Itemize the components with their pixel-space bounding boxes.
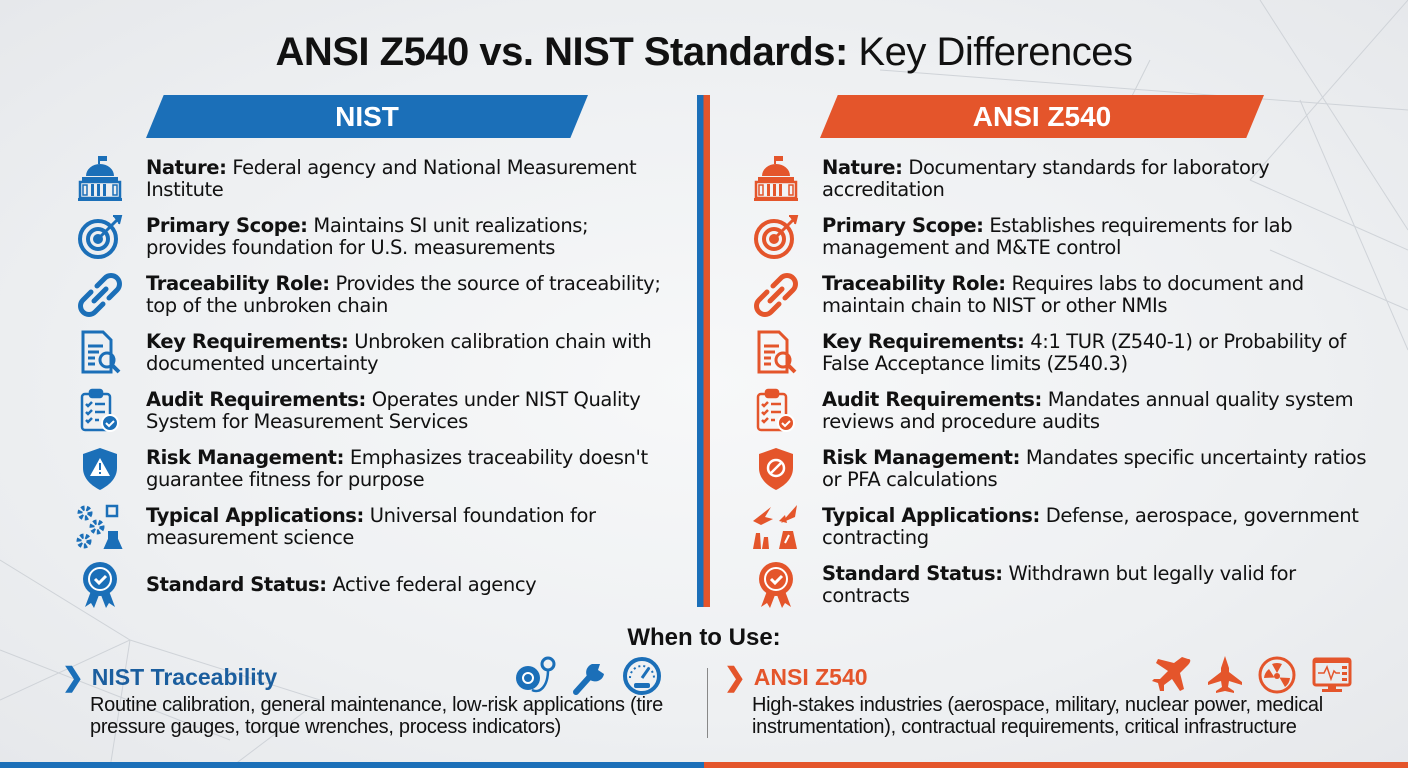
ansi-row-risk-management: Risk Management: Mandates specific uncer… <box>748 440 1388 498</box>
nist-use-heading-text: NIST Traceability <box>91 663 278 690</box>
nist-row-risk-management: Risk Management: Emphasizes traceability… <box>72 440 662 498</box>
ansi-use-heading: ❯ ANSI Z540 <box>724 660 1384 694</box>
airplane-icon <box>1152 657 1191 691</box>
checklist-clipboard-icon <box>748 387 804 435</box>
speedometer-gauge-icon <box>623 657 661 695</box>
when-to-use-title: When to Use: <box>627 624 781 651</box>
chain-link-icon <box>748 271 804 319</box>
row-text: Nature: Federal agency and National Meas… <box>146 156 637 201</box>
row-text: Risk Management: Mandates specific uncer… <box>822 446 1367 491</box>
nist-row-nature: Nature: Federal agency and National Meas… <box>72 150 662 208</box>
nist-banner-label: NIST <box>335 100 399 132</box>
title-bold: ANSI Z540 vs. NIST Standards: <box>275 30 848 74</box>
chain-link-icon <box>72 271 128 319</box>
row-text: Typical Applications: Defense, aerospace… <box>822 504 1359 549</box>
ansi-row-key-requirements: Key Requirements: 4:1 TUR (Z540-1) or Pr… <box>748 324 1388 382</box>
nist-use-heading: ❯ NIST Traceability <box>62 660 682 694</box>
gears-lab-icon <box>72 503 128 551</box>
nist-column: Nature: Federal agency and National Meas… <box>72 150 662 614</box>
nist-row-primary-scope: Primary Scope: Maintains SI unit realiza… <box>72 208 662 266</box>
chevron-right-icon: ❯ <box>724 661 746 692</box>
ansi-use-icons <box>1152 656 1352 694</box>
nist-row-audit-requirements: Audit Requirements: Operates under NIST … <box>72 382 662 440</box>
ansi-row-audit-requirements: Audit Requirements: Mandates annual qual… <box>748 382 1388 440</box>
use-separator <box>707 668 708 738</box>
nist-use-block: ❯ NIST Traceability Routine calibration,… <box>62 660 682 739</box>
ansi-use-description: High-stakes industries (aerospace, milit… <box>752 694 1323 738</box>
row-text: Primary Scope: Maintains SI unit realiza… <box>146 214 589 259</box>
document-search-icon <box>748 329 804 377</box>
row-text: Traceability Role: Provides the source o… <box>146 272 661 317</box>
row-text: Key Requirements: Unbroken calibration c… <box>146 330 652 375</box>
target-icon <box>72 213 128 261</box>
nist-banner: NIST <box>146 95 588 138</box>
document-search-icon <box>72 329 128 377</box>
nist-row-traceability-role: Traceability Role: Provides the source o… <box>72 266 662 324</box>
row-text: Risk Management: Emphasizes traceability… <box>146 446 648 491</box>
ansi-row-traceability-role: Traceability Role: Requires labs to docu… <box>748 266 1388 324</box>
fighter-jet-icon <box>1208 656 1242 693</box>
ansi-row-primary-scope: Primary Scope: Establishes requirements … <box>748 208 1388 266</box>
bottom-accent-bar <box>0 762 1408 768</box>
ansi-row-typical-applications: Typical Applications: Defense, aerospace… <box>748 498 1388 556</box>
ansi-banner-label: ANSI Z540 <box>972 100 1112 132</box>
nist-row-typical-applications: Typical Applications: Universal foundati… <box>72 498 662 556</box>
nist-row-standard-status: Standard Status: Active federal agency <box>72 556 662 614</box>
ansi-banner: ANSI Z540 <box>820 95 1264 138</box>
award-badge-icon <box>748 561 804 609</box>
ansi-row-nature: Nature: Documentary standards for labora… <box>748 150 1388 208</box>
award-badge-icon <box>72 561 128 609</box>
target-icon <box>748 213 804 261</box>
ansi-column: Nature: Documentary standards for labora… <box>748 150 1388 614</box>
nist-use-description: Routine calibration, general maintenance… <box>90 694 663 738</box>
nist-row-key-requirements: Key Requirements: Unbroken calibration c… <box>72 324 662 382</box>
row-text: Standard Status: Active federal agency <box>146 573 537 596</box>
nist-use-icons <box>514 656 662 696</box>
ansi-use-heading-text: ANSI Z540 <box>753 663 868 690</box>
title-light: Key Differences <box>858 30 1133 74</box>
chevron-right-icon: ❯ <box>62 661 84 692</box>
row-text: Audit Requirements: Mandates annual qual… <box>822 388 1354 433</box>
page-title: ANSI Z540 vs. NIST Standards: Key Differ… <box>0 26 1408 78</box>
row-text: Traceability Role: Requires labs to docu… <box>822 272 1304 317</box>
shield-prohibited-icon <box>748 445 804 493</box>
tire-pressure-gauge-icon <box>516 656 556 693</box>
government-building-icon <box>748 155 804 203</box>
row-text: Typical Applications: Universal foundati… <box>146 504 596 549</box>
radiation-icon <box>1258 656 1296 694</box>
ansi-row-standard-status: Standard Status: Withdrawn but legally v… <box>748 556 1388 614</box>
checklist-clipboard-icon <box>72 387 128 435</box>
row-text: Primary Scope: Establishes requirements … <box>822 214 1293 259</box>
row-text: Key Requirements: 4:1 TUR (Z540-1) or Pr… <box>822 330 1346 375</box>
ansi-use-block: ❯ ANSI Z540 High-stakes industries (aero… <box>724 660 1384 739</box>
wrench-icon <box>573 664 604 695</box>
defense-industry-icon <box>748 503 804 551</box>
center-divider <box>697 95 710 607</box>
row-text: Standard Status: Withdrawn but legally v… <box>822 562 1296 607</box>
government-building-icon <box>72 155 128 203</box>
row-text: Nature: Documentary standards for labora… <box>822 156 1270 201</box>
shield-warning-icon <box>72 445 128 493</box>
medical-monitor-icon <box>1312 657 1352 692</box>
row-text: Audit Requirements: Operates under NIST … <box>146 388 641 433</box>
